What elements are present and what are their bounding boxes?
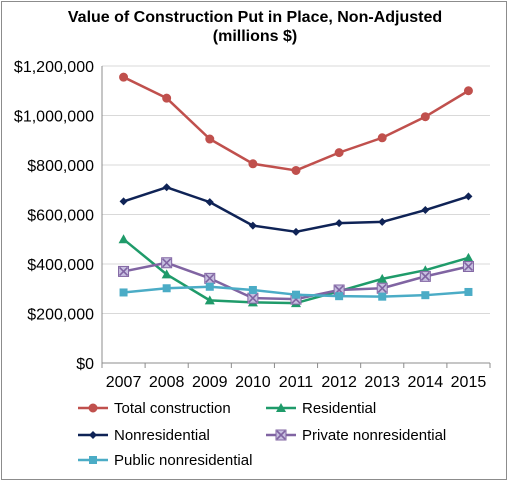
y-tick-label: $0 bbox=[76, 356, 94, 373]
y-tick-label: $400,000 bbox=[27, 257, 94, 274]
data-point bbox=[376, 282, 388, 294]
x-tick-label: 2014 bbox=[408, 374, 444, 391]
data-point bbox=[378, 292, 387, 301]
series-private-nonresidential bbox=[118, 257, 474, 305]
data-point bbox=[204, 295, 215, 305]
data-point bbox=[119, 197, 128, 206]
marker-stroke bbox=[205, 273, 215, 283]
marker-stroke bbox=[118, 266, 129, 276]
legend-item: Private nonresidential bbox=[266, 427, 446, 444]
data-point bbox=[205, 282, 214, 291]
data-point bbox=[118, 234, 129, 244]
series-public-nonresidential bbox=[119, 282, 473, 301]
x-tick-label: 2015 bbox=[451, 374, 487, 391]
series-nonresidential bbox=[119, 183, 473, 236]
chart-title-line: Value of Construction Put in Place, Non-… bbox=[67, 9, 443, 26]
data-point bbox=[205, 134, 215, 144]
data-point bbox=[463, 252, 474, 262]
data-point bbox=[119, 72, 129, 82]
legend-item: Public nonresidential bbox=[78, 452, 252, 469]
data-point bbox=[377, 273, 388, 283]
marker-stroke bbox=[248, 293, 258, 303]
chart-subtitle-line: (millions $) bbox=[212, 28, 298, 45]
legend-label: Public nonresidential bbox=[114, 452, 252, 469]
data-point bbox=[162, 284, 171, 293]
marker-stroke bbox=[162, 258, 172, 268]
data-point bbox=[421, 291, 430, 300]
series-lines bbox=[118, 72, 474, 308]
x-tick-label: 2011 bbox=[279, 374, 314, 391]
legend-label: Total construction bbox=[114, 400, 231, 417]
data-point bbox=[377, 133, 387, 143]
data-point bbox=[420, 112, 430, 122]
data-point bbox=[119, 288, 128, 297]
data-point bbox=[334, 148, 344, 158]
marker-stroke bbox=[276, 430, 286, 440]
legend-marker bbox=[276, 403, 286, 412]
legend-marker bbox=[275, 429, 287, 441]
data-point bbox=[204, 272, 216, 284]
data-point bbox=[378, 217, 387, 226]
legend-item: Residential bbox=[266, 400, 376, 417]
data-point bbox=[419, 270, 431, 282]
y-tick-label: $200,000 bbox=[27, 307, 94, 324]
y-tick-label: $800,000 bbox=[27, 158, 94, 175]
data-point bbox=[463, 86, 473, 96]
x-tick-label: 2009 bbox=[192, 374, 228, 391]
x-tick-label: 2013 bbox=[364, 374, 400, 391]
data-point bbox=[162, 183, 171, 192]
data-point bbox=[335, 292, 344, 301]
marker-stroke bbox=[463, 261, 474, 272]
data-point bbox=[421, 206, 430, 215]
legend-marker bbox=[89, 431, 97, 439]
legend-marker bbox=[88, 403, 98, 413]
data-point bbox=[162, 93, 172, 103]
y-tick-label: $600,000 bbox=[27, 208, 94, 225]
legend: Total construction Residential Nonresident… bbox=[78, 400, 446, 469]
marker-stroke bbox=[377, 283, 387, 293]
data-point bbox=[291, 165, 301, 175]
legend-label: Residential bbox=[302, 400, 376, 417]
data-point bbox=[161, 269, 172, 279]
legend-label: Private nonresidential bbox=[302, 427, 446, 444]
y-tick-label: $1,200,000 bbox=[14, 59, 94, 76]
legend-marker bbox=[89, 456, 97, 464]
data-point bbox=[161, 257, 173, 269]
axes: $0 $200,000 $400,000 $600,000 $800,000 $1,000… bbox=[14, 59, 491, 391]
data-point bbox=[248, 285, 257, 294]
series-line bbox=[123, 76, 470, 172]
data-point bbox=[247, 292, 259, 304]
legend-item: Total construction bbox=[78, 400, 231, 417]
data-point bbox=[335, 219, 344, 228]
x-tick-label: 2008 bbox=[149, 374, 185, 391]
marker-stroke bbox=[420, 271, 430, 281]
data-point bbox=[462, 260, 474, 272]
data-point bbox=[205, 198, 214, 207]
x-tick-label: 2010 bbox=[235, 374, 271, 391]
chart-title: Value of Construction Put in Place, Non-… bbox=[0, 8, 510, 46]
legend-item: Nonresidential bbox=[78, 427, 210, 444]
data-point bbox=[292, 290, 300, 299]
data-point bbox=[292, 227, 300, 236]
data-point bbox=[118, 265, 130, 277]
x-tick-label: 2012 bbox=[321, 374, 357, 391]
series-total-construction bbox=[119, 72, 473, 175]
y-tick-label: $1,000,000 bbox=[14, 109, 94, 126]
data-point bbox=[464, 287, 473, 296]
data-point bbox=[248, 221, 257, 230]
legend-label: Nonresidential bbox=[114, 427, 210, 444]
x-tick-label: 2007 bbox=[106, 374, 142, 391]
data-point bbox=[464, 192, 473, 201]
data-point bbox=[248, 159, 258, 169]
series-line bbox=[123, 186, 469, 234]
